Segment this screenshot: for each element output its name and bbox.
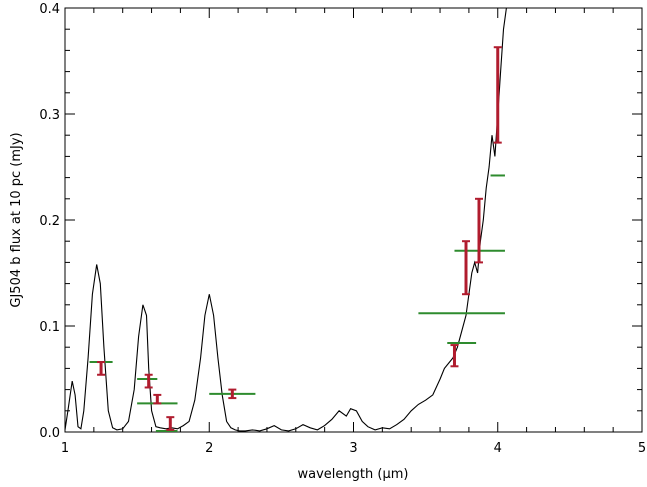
y-axis-ticks: 0.0 0.1 0.2 0.3 0.4 — [39, 2, 642, 441]
x-tick-label: 3 — [349, 441, 357, 456]
model-spectrum — [64, 7, 510, 432]
plot-frame — [64, 7, 643, 433]
y-tick-label: 0.3 — [39, 108, 60, 123]
y-axis-title: GJ504 b flux at 10 pc (mJy) — [9, 132, 24, 307]
x-tick-label: 4 — [494, 441, 502, 456]
y-tick-label: 0.4 — [39, 2, 60, 17]
band-flux-group — [89, 174, 505, 432]
x-tick-label: 5 — [638, 441, 646, 456]
x-tick-label: 1 — [61, 441, 69, 456]
x-tick-label: 2 — [205, 441, 213, 456]
y-tick-label: 0.1 — [39, 320, 60, 335]
model-spectrum-line — [64, 7, 510, 432]
y-tick-label: 0.0 — [39, 426, 60, 441]
x-axis-ticks: 1 2 3 4 5 — [61, 8, 646, 456]
x-axis-title: wavelength (μm) — [298, 467, 409, 482]
y-tick-label: 0.2 — [39, 214, 60, 229]
photometry-group — [97, 46, 502, 431]
